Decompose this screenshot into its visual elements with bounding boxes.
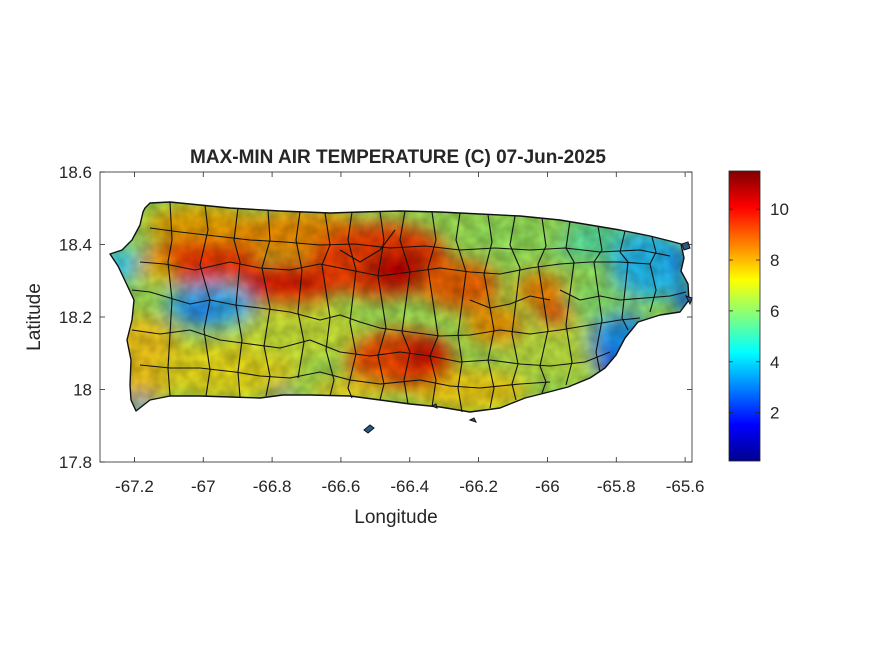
x-tick-label: -66.4 xyxy=(390,477,429,496)
x-tick-label: -66.6 xyxy=(322,477,361,496)
y-tick-label: 18 xyxy=(73,381,92,400)
colorbar-tick-label: 2 xyxy=(770,404,779,423)
x-tick-label: -65.6 xyxy=(666,477,705,496)
y-tick-label: 18.2 xyxy=(59,308,92,327)
small-islands xyxy=(363,241,693,434)
colorbar-tick-label: 4 xyxy=(770,353,779,372)
x-tick-label: -66 xyxy=(535,477,560,496)
x-tick-label: -67.2 xyxy=(115,477,154,496)
y-tick-label: 17.8 xyxy=(59,453,92,472)
x-tick-label: -66.8 xyxy=(253,477,292,496)
chart-title: MAX-MIN AIR TEMPERATURE (C) 07-Jun-2025 xyxy=(190,147,606,168)
colorbar-tick-label: 6 xyxy=(770,302,779,321)
colorbar-tick-label: 10 xyxy=(770,200,789,219)
island-coastline xyxy=(109,201,690,413)
colorbar-ticks: 2 4 6 8 10 xyxy=(729,200,789,423)
x-axis: -67.2 -67 -66.8 -66.6 -66.4 -66.2 -66 -65.8 -65.… xyxy=(115,172,704,496)
y-tick-label: 18.4 xyxy=(59,236,92,255)
municipal-boundaries xyxy=(131,201,687,413)
y-axis: 17.8 18 18.2 18.4 18.6 xyxy=(59,163,692,472)
x-tick-label: -67 xyxy=(191,477,216,496)
colorbar xyxy=(728,170,761,462)
x-axis-label: Longitude xyxy=(354,507,437,528)
y-tick-label: 18.6 xyxy=(59,163,92,182)
y-axis-label: Latitude xyxy=(24,283,45,351)
x-tick-label: -66.2 xyxy=(459,477,498,496)
temperature-field xyxy=(110,202,689,412)
x-tick-label: -65.8 xyxy=(597,477,636,496)
colorbar-tick-label: 8 xyxy=(770,251,779,270)
